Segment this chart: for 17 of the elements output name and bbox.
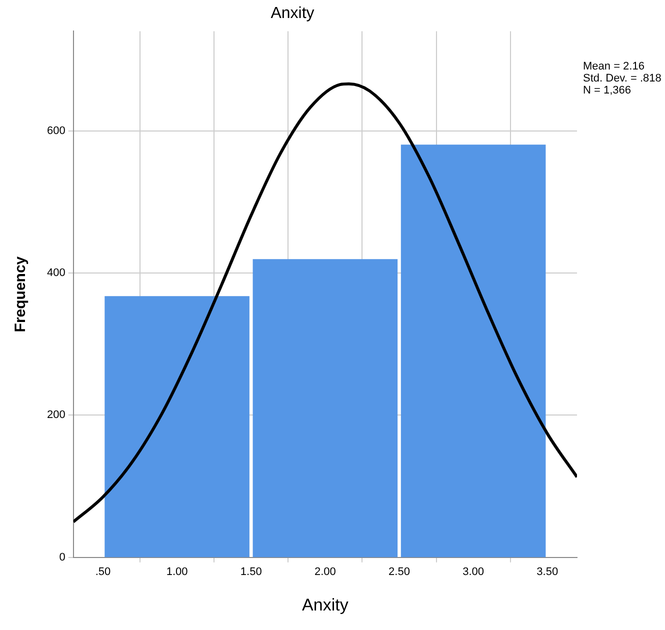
y-tick-label: 600 bbox=[46, 124, 66, 137]
x-tick-label: 2.00 bbox=[314, 566, 336, 578]
chart-title: Anxity bbox=[270, 5, 314, 22]
y-axis-title: Frequency bbox=[12, 256, 30, 332]
x-tick-label: .50 bbox=[95, 566, 111, 578]
x-tick-label: 2.50 bbox=[388, 566, 410, 578]
x-tick-label: 3.50 bbox=[536, 566, 558, 578]
x-tick-label: 3.00 bbox=[462, 566, 484, 578]
text: Mean = 2.16 bbox=[583, 60, 644, 73]
x-tick-label: 1.50 bbox=[240, 566, 262, 578]
y-tick-label: 400 bbox=[46, 267, 66, 279]
y-tick-label: 200 bbox=[46, 409, 66, 422]
x-axis-title: Anxity bbox=[302, 595, 349, 614]
text: N = 1,366 bbox=[583, 84, 632, 97]
text: Std. Dev. = .818 bbox=[583, 72, 662, 85]
y-tick-label: 0 bbox=[59, 551, 66, 564]
x-tick-label: 1.00 bbox=[166, 566, 188, 578]
